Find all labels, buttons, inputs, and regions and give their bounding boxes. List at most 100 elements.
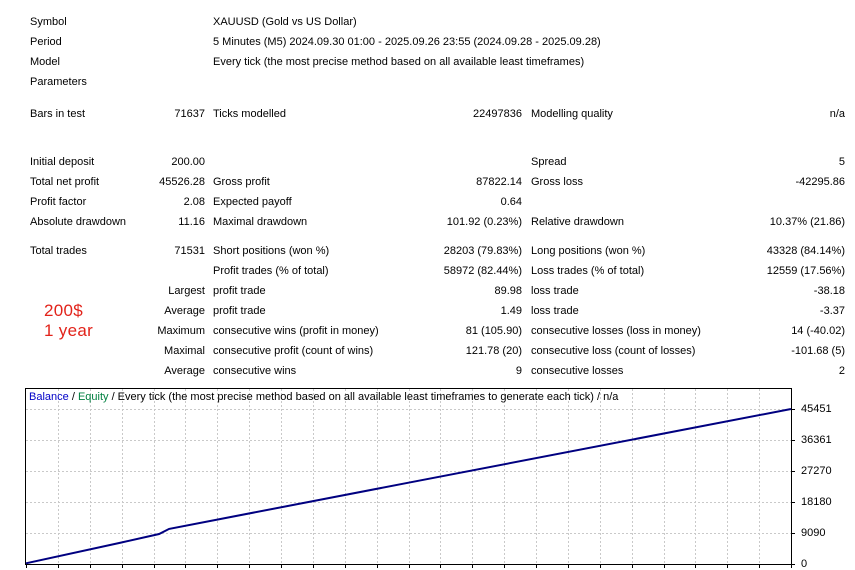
row-qualifier: Average	[164, 365, 205, 377]
y-axis-label: 18180	[801, 496, 832, 508]
chart-plot-area: Balance / Equity / Every tick (the most …	[25, 388, 795, 568]
metric-label: Loss trades (% of total)	[531, 265, 645, 277]
metric-value: -38.18	[813, 285, 845, 297]
metric-label: Long positions (won %)	[531, 245, 646, 257]
row-label: Period	[30, 36, 62, 48]
metric-label: Gross loss	[531, 176, 583, 188]
y-axis-label: 45451	[801, 403, 832, 415]
row-label: Total trades	[30, 245, 87, 257]
report-row: Initial deposit 200.00 Spread 5	[0, 152, 845, 172]
balance-line	[25, 408, 792, 565]
row-label: Parameters	[30, 76, 87, 88]
row-label: Symbol	[30, 16, 67, 28]
metric-label: profit trade	[213, 285, 266, 297]
metric-value: 58972 (82.44%)	[443, 265, 522, 277]
report-row: Maximum consecutive wins (profit in mone…	[0, 321, 845, 341]
metric-value: 101.92 (0.23%)	[446, 216, 522, 228]
report-row: Absolute drawdown 11.16 Maximal drawdown…	[0, 212, 845, 232]
metric-value: 200.00	[171, 156, 205, 168]
row-label: Total net profit	[30, 176, 100, 188]
report-row: Symbol XAUUSD (Gold vs US Dollar)	[0, 12, 845, 32]
report-row: Profit factor 2.08 Expected payoff 0.64	[0, 192, 845, 212]
report-row: Average profit trade 1.49 loss trade -3.…	[0, 301, 845, 321]
report-row: Model Every tick (the most precise metho…	[0, 52, 845, 72]
report-section-trades: Total trades 71531 Short positions (won …	[0, 241, 845, 381]
metric-value: 22497836	[473, 108, 522, 120]
metric-value: 2	[838, 365, 845, 377]
metric-value: -42295.86	[795, 176, 845, 188]
report-section-bars: Bars in test 71637 Ticks modelled 224978…	[0, 104, 845, 124]
metric-label: Spread	[531, 156, 567, 168]
report-row: Average consecutive wins 9 consecutive l…	[0, 361, 845, 381]
metric-label: Relative drawdown	[531, 216, 624, 228]
row-qualifier: Maximum	[157, 325, 205, 337]
metric-label: consecutive wins	[213, 365, 297, 377]
report-row: Total trades 71531 Short positions (won …	[0, 241, 845, 261]
chart-title: Balance / Equity / Every tick (the most …	[29, 391, 618, 403]
metric-value	[740, 192, 845, 212]
row-value	[205, 72, 845, 92]
metric-value: 89.98	[494, 285, 522, 297]
annotation-line-1: 200$	[44, 301, 84, 320]
y-axis-label: 9090	[801, 527, 826, 539]
row-qualifier: Average	[164, 305, 205, 317]
row-label: Absolute drawdown	[30, 216, 127, 228]
y-axis-label: 36361	[801, 433, 832, 446]
metric-label: Profit trades (% of total)	[213, 265, 329, 277]
metric-value: 11.16	[178, 216, 205, 228]
metric-value: 5	[838, 156, 845, 168]
metric-label: consecutive profit (count of wins)	[213, 345, 374, 357]
metric-label: consecutive wins (profit in money)	[213, 325, 379, 337]
metric-value: 1.49	[500, 305, 522, 317]
row-value: 5 Minutes (M5) 2024.09.30 01:00 - 2025.0…	[213, 36, 601, 48]
metric-value: 12559 (17.56%)	[766, 265, 845, 277]
report-row: Period 5 Minutes (M5) 2024.09.30 01:00 -…	[0, 32, 845, 52]
legend-separator: /	[68, 391, 78, 403]
chart-description: / Every tick (the most precise method ba…	[108, 391, 619, 403]
report-section-info: Symbol XAUUSD (Gold vs US Dollar) Period…	[0, 0, 845, 92]
metric-value: 10.37% (21.86)	[769, 216, 845, 228]
annotation-line-2: 1 year	[44, 321, 94, 340]
y-axis-label: 0	[801, 558, 808, 570]
metric-value: -3.37	[819, 305, 845, 317]
metric-label	[522, 192, 740, 212]
row-label: Model	[30, 56, 60, 68]
metric-label: Gross profit	[213, 176, 270, 188]
metric-value: 28203 (79.83%)	[443, 245, 522, 257]
row-qualifier: Maximal	[164, 345, 205, 357]
report-row: Bars in test 71637 Ticks modelled 224978…	[0, 104, 845, 124]
metric-label: loss trade	[531, 305, 579, 317]
report-row: Profit trades (% of total) 58972 (82.44%…	[0, 261, 845, 281]
balance-equity-chart: Balance / Equity / Every tick (the most …	[25, 388, 855, 570]
metric-label: Maximal drawdown	[213, 216, 308, 228]
metric-label: loss trade	[531, 285, 579, 297]
report-row: Largest profit trade 89.98 loss trade -3…	[0, 281, 845, 301]
metric-value: 2.08	[183, 196, 205, 208]
metric-value: 87822.14	[476, 176, 522, 188]
metric-value: n/a	[829, 108, 845, 120]
metric-value: 45526.28	[159, 176, 205, 188]
balance-legend-label: Balance	[29, 391, 69, 403]
metric-label	[205, 152, 401, 172]
metric-label: Expected payoff	[213, 196, 292, 208]
metric-value: 121.78 (20)	[465, 345, 522, 357]
row-label: Bars in test	[30, 108, 86, 120]
metric-label: Ticks modelled	[213, 108, 286, 120]
metric-label: consecutive losses	[531, 365, 624, 377]
chart-plot-svg	[25, 389, 795, 568]
metric-label: Modelling quality	[531, 108, 613, 120]
row-label: Initial deposit	[30, 156, 95, 168]
report-section-money: Initial deposit 200.00 Spread 5 Total ne…	[0, 152, 845, 232]
equity-legend-label: Equity	[77, 391, 109, 403]
row-value: XAUUSD (Gold vs US Dollar)	[213, 16, 357, 28]
y-axis-label: 27270	[801, 465, 832, 477]
manual-annotation: 200$ 1 year	[44, 301, 93, 341]
row-value: Every tick (the most precise method base…	[213, 56, 585, 68]
metric-value: 71637	[174, 108, 205, 120]
strategy-tester-report: Symbol XAUUSD (Gold vs US Dollar) Period…	[0, 0, 845, 381]
metric-value: 81 (105.90)	[465, 325, 522, 337]
row-label: Profit factor	[30, 196, 87, 208]
metric-value: 43328 (84.14%)	[766, 245, 845, 257]
metric-value: -101.68 (5)	[791, 345, 845, 357]
metric-label: consecutive loss (count of losses)	[531, 345, 696, 357]
